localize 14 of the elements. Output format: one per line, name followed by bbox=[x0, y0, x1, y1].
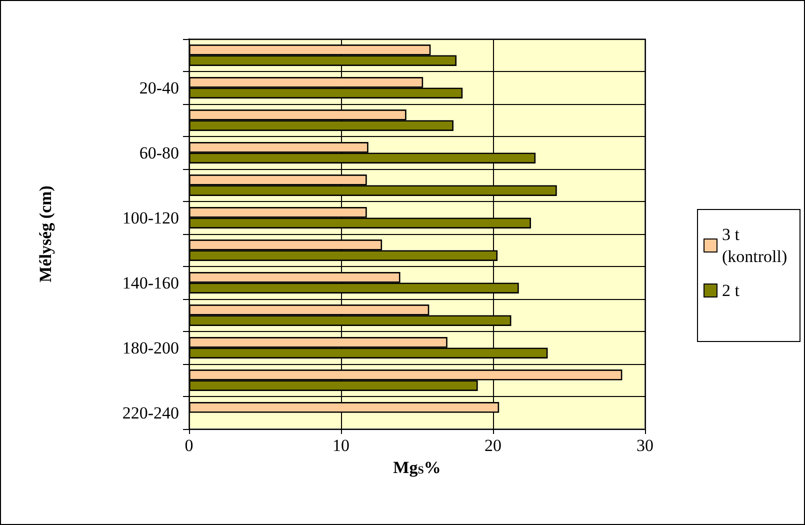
x-axis-title: MgS% bbox=[393, 458, 441, 477]
x-tick-label: 10 bbox=[332, 436, 350, 455]
y-tick-label: 20-40 bbox=[139, 78, 179, 98]
x-tick-label: 0 bbox=[184, 436, 194, 455]
x-tick-label: 30 bbox=[636, 436, 654, 455]
y-tick-label: 60-80 bbox=[139, 143, 179, 162]
y-tick-label: 100-120 bbox=[122, 208, 179, 228]
y-axis-title: Mélység (cm) bbox=[36, 186, 55, 282]
y-tick-label: 140-160 bbox=[122, 273, 179, 292]
y-tick-label: 180-200 bbox=[122, 338, 179, 358]
x-tick-label: 20 bbox=[484, 436, 502, 455]
legend-label: 2 t bbox=[722, 281, 740, 300]
y-tick-label: 220-240 bbox=[122, 403, 179, 422]
legend-label: 3 t (kontroll) bbox=[722, 225, 788, 266]
